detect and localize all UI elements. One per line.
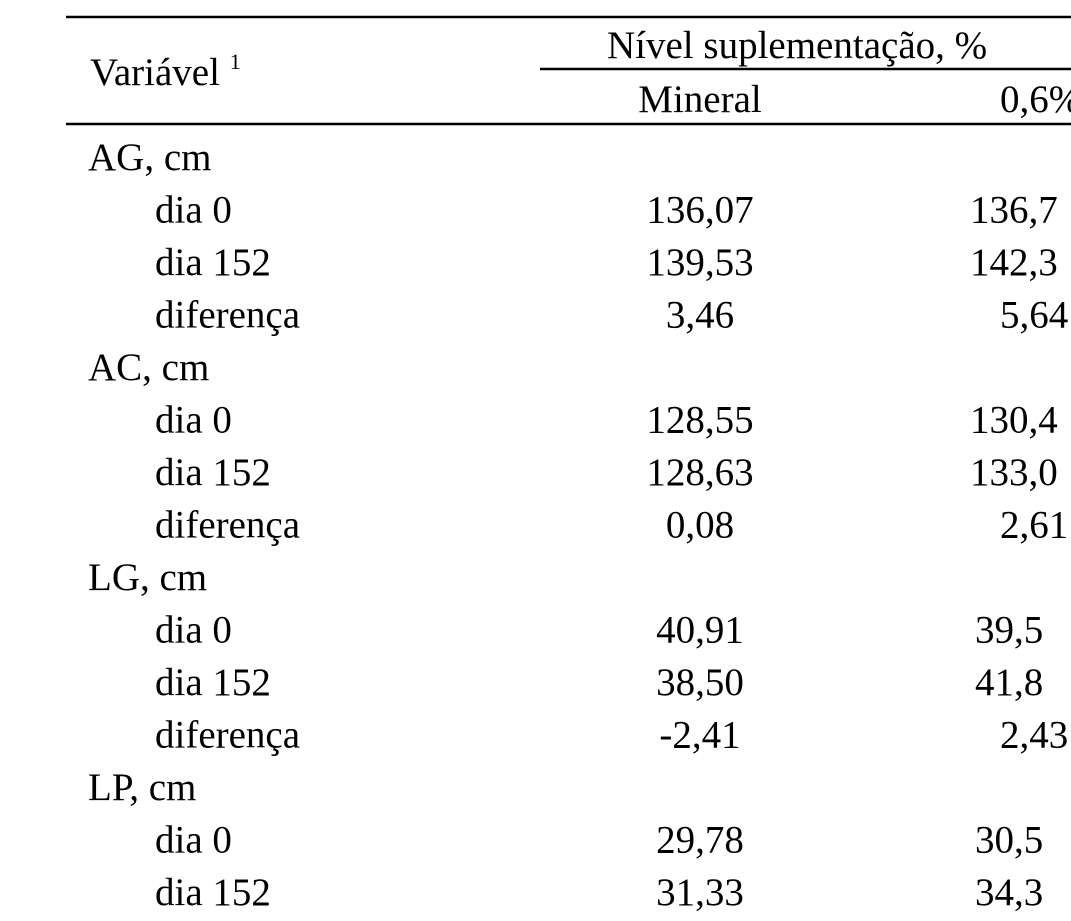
cell: 136,07 (646, 189, 753, 232)
cell: 2,61 (1000, 504, 1068, 547)
cell: 38,50 (656, 661, 744, 704)
row-label: dia 152 (155, 661, 271, 704)
footnote-mark: 1 (230, 49, 241, 74)
group-header: Nível suplementação, % (607, 24, 987, 67)
cell: 3,46 (666, 294, 734, 337)
row-label: diferença (155, 504, 300, 547)
row-label: dia 0 (155, 819, 232, 862)
cell: 133,0 (970, 451, 1058, 494)
cell: 139,53 (646, 241, 753, 284)
cell: 31,33 (656, 871, 744, 914)
cell: 29,78 (656, 819, 744, 862)
row-label: diferença (155, 294, 300, 337)
column-header: Mineral (638, 78, 762, 121)
row-label: dia 152 (155, 451, 271, 494)
cell: 128,63 (646, 451, 753, 494)
column-header: 0,6% (1000, 78, 1071, 121)
variable-label: Variável (90, 51, 220, 94)
cell: 136,7 (970, 189, 1058, 232)
variable-header: Variável 1 (90, 49, 241, 94)
cell: 41,8 (975, 661, 1043, 704)
group-label: AC, cm (88, 346, 209, 389)
cell: 5,64 (1000, 294, 1068, 337)
cell: 40,91 (656, 609, 744, 652)
cell: 142,3 (970, 241, 1058, 284)
group-label: LG, cm (88, 556, 207, 599)
row-label: dia 0 (155, 399, 232, 442)
row-label: dia 152 (155, 871, 271, 914)
cell: 130,4 (970, 399, 1058, 442)
row-label: dia 0 (155, 609, 232, 652)
row-label: dia 0 (155, 189, 232, 232)
cell: 2,43 (1000, 714, 1068, 757)
cell: 30,5 (975, 819, 1043, 862)
cell: 39,5 (975, 609, 1043, 652)
cell: 34,3 (975, 871, 1043, 914)
cell: -2,41 (659, 714, 740, 757)
group-label: AG, cm (88, 136, 211, 179)
cell: 128,55 (646, 399, 753, 442)
row-label: diferença (155, 714, 300, 757)
row-label: dia 152 (155, 241, 271, 284)
group-label: LP, cm (88, 766, 196, 809)
cell: 0,08 (666, 504, 734, 547)
